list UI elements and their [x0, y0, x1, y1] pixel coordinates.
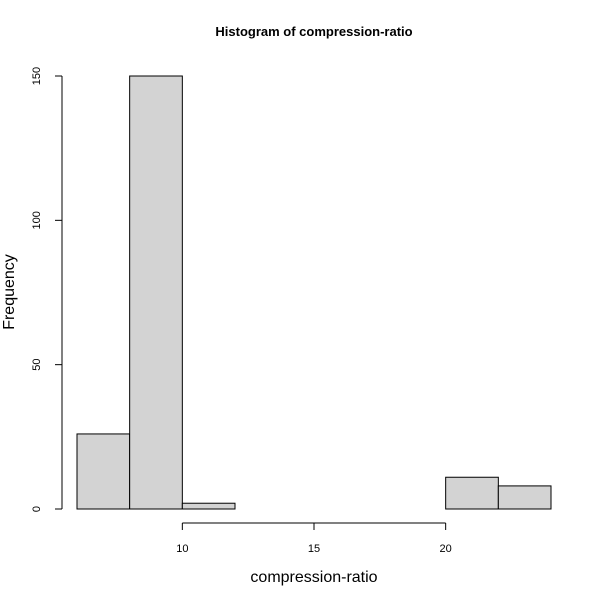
histogram-bar-0: [76, 433, 131, 510]
y-tick-label: 100: [31, 211, 43, 229]
histogram-bar-7: [445, 476, 499, 510]
y-tick-label: 50: [31, 359, 43, 371]
histogram-bar-8: [497, 485, 552, 510]
y-tick-label: 0: [31, 506, 43, 512]
histogram-bar-1: [129, 75, 183, 510]
x-tick-label: 10: [176, 543, 188, 555]
x-axis-label: compression-ratio: [250, 569, 377, 586]
y-axis: 0 50 100 150: [31, 67, 63, 512]
histogram-bar-2: [181, 502, 236, 510]
histogram-bars: [76, 75, 552, 510]
y-tick-label: 150: [31, 67, 43, 85]
chart-title: Histogram of compression-ratio: [215, 24, 412, 39]
y-axis-label: Frequency: [1, 254, 18, 330]
x-tick-label: 15: [308, 543, 320, 555]
x-tick-label: 20: [440, 543, 452, 555]
x-axis: 10 15 20: [176, 522, 452, 555]
